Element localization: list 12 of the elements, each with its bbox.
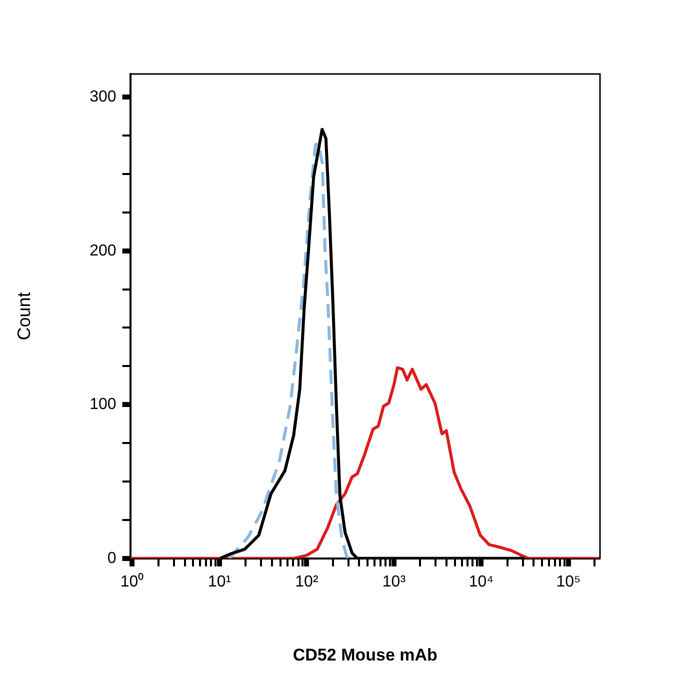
y-axis-title: Count — [14, 292, 34, 340]
y-tick-label: 0 — [107, 550, 116, 567]
y-tick-label: 100 — [90, 396, 116, 414]
x-tick-label: 10⁰ — [120, 572, 144, 590]
x-tick-label: 10¹ — [208, 573, 232, 590]
x-tick-label: 10³ — [382, 573, 406, 590]
x-tick-label: 10⁴ — [468, 573, 494, 590]
y-tick-label: 300 — [90, 88, 116, 106]
x-tick-label: 10⁵ — [556, 573, 581, 590]
x-axis-title: CD52 Mouse mAb — [292, 645, 438, 664]
x-tick-label: 10² — [295, 573, 319, 590]
y-tick-label: 200 — [90, 242, 116, 260]
